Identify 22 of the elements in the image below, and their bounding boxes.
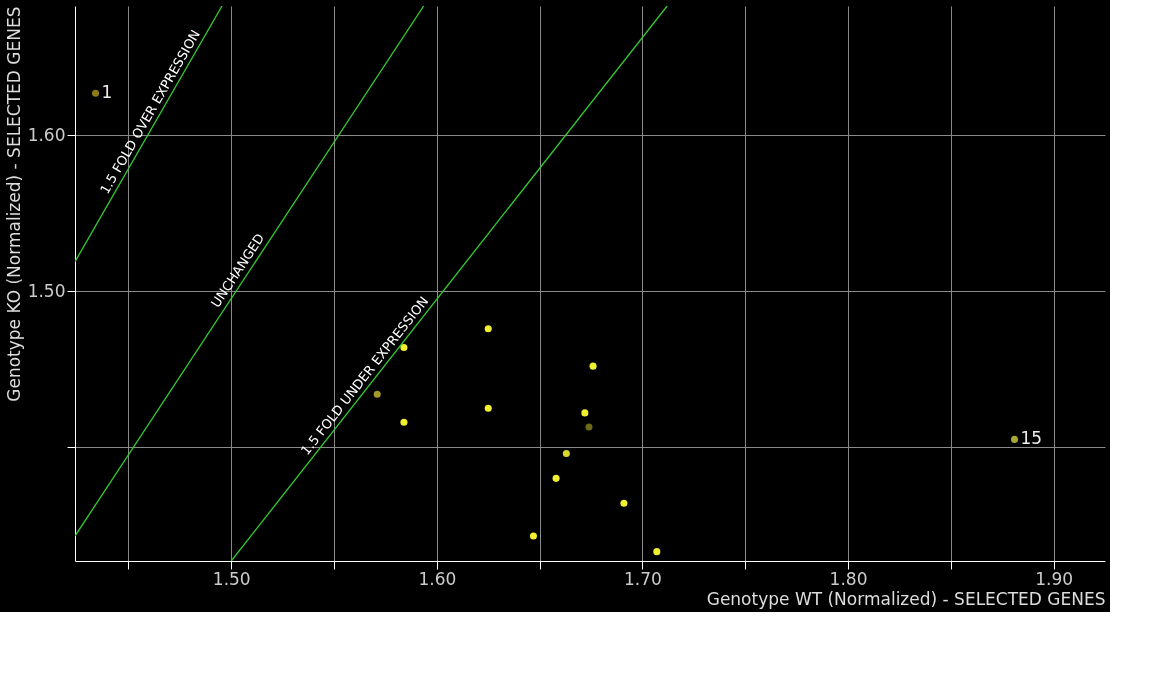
annotation: 1 bbox=[101, 82, 113, 103]
point bbox=[552, 474, 560, 482]
point bbox=[484, 325, 492, 333]
point bbox=[92, 89, 100, 97]
y-axis-title: Genotype KO (Normalized) - SELECTED GENES bbox=[3, 6, 24, 402]
point bbox=[529, 532, 537, 540]
x-tick-label: 1.50 bbox=[212, 568, 251, 589]
x-tick-label: 1.70 bbox=[624, 568, 662, 589]
point bbox=[484, 404, 492, 412]
x-tick-label: 1.90 bbox=[1035, 568, 1074, 589]
x-axis-title: Genotype WT (Normalized) - SELECTED GENES bbox=[706, 588, 1106, 609]
point bbox=[400, 418, 408, 426]
point bbox=[653, 548, 661, 556]
point bbox=[1011, 435, 1019, 443]
point bbox=[581, 409, 589, 417]
annotation: 15 bbox=[1020, 428, 1043, 449]
point bbox=[562, 449, 570, 457]
x-tick-label: 1.80 bbox=[829, 568, 868, 589]
point bbox=[589, 362, 597, 370]
point bbox=[620, 499, 628, 507]
x-tick-label: 1.60 bbox=[418, 568, 457, 589]
point bbox=[585, 423, 593, 431]
